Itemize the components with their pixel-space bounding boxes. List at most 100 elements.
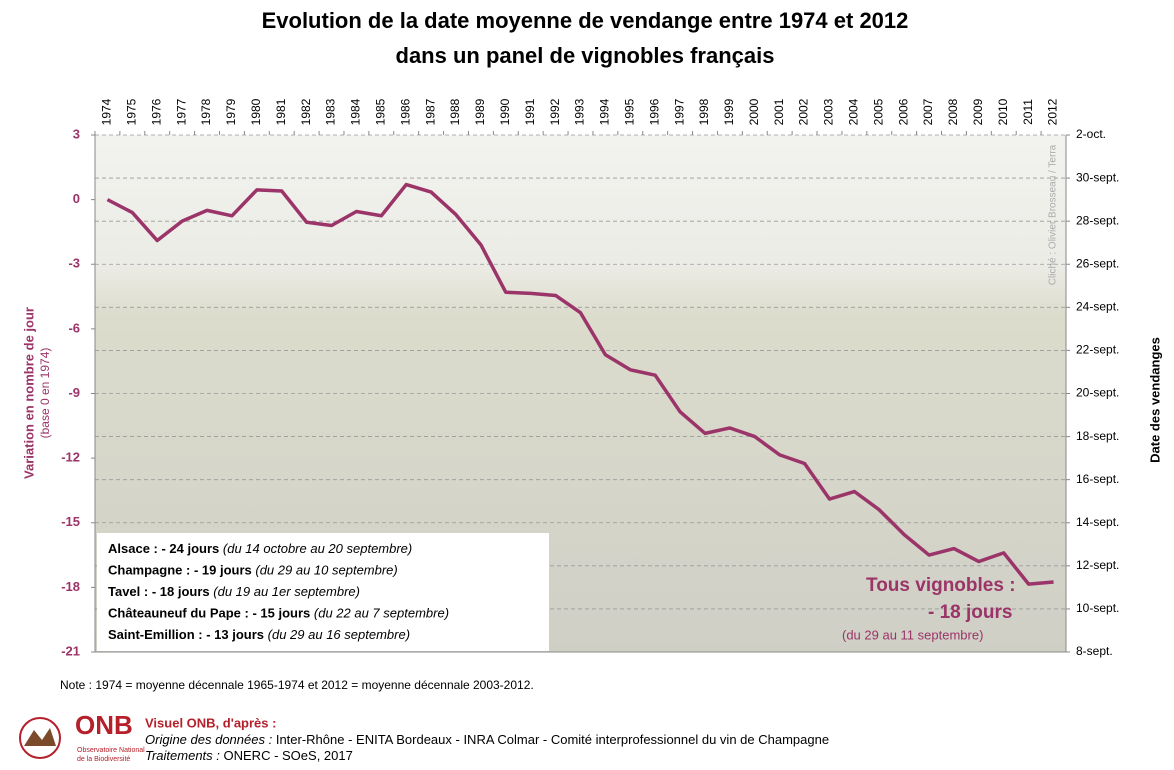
x-tick-label: 2006: [896, 98, 910, 125]
footer-treat: Traitements : ONERC - SOeS, 2017: [145, 748, 353, 763]
y2-tick-label: 10-sept.: [1076, 601, 1119, 615]
x-tick-label: 1990: [498, 98, 512, 125]
legend-detail: (du 29 au 16 septembre): [268, 627, 410, 642]
x-tick-label: 1999: [722, 98, 736, 125]
note: Note : 1974 = moyenne décennale 1965-197…: [60, 678, 534, 692]
y2-tick-label: 20-sept.: [1076, 386, 1119, 400]
x-tick-label: 2004: [847, 98, 861, 125]
y2-tick-label: 8-sept.: [1076, 644, 1113, 658]
x-tick-label: 1983: [324, 98, 338, 125]
x-tick-label: 1981: [274, 98, 288, 125]
chart-title: Evolution de la date moyenne de vendange…: [262, 8, 909, 33]
x-tick-label: 1986: [398, 98, 412, 125]
logo: [19, 717, 61, 759]
y-tick-label: 0: [73, 191, 80, 206]
y-tick-label: -12: [61, 450, 80, 465]
y2-tick-label: 18-sept.: [1076, 429, 1119, 443]
x-tick-label: 1995: [622, 98, 636, 125]
x-tick-label: 2001: [772, 98, 786, 125]
x-tick-label: 1974: [100, 98, 114, 125]
x-tick-label: 2008: [946, 98, 960, 125]
x-tick-label: 2000: [747, 98, 761, 125]
y2-tick-label: 2-oct.: [1076, 127, 1106, 141]
x-tick-label: 1975: [125, 98, 139, 125]
annotation: (du 29 au 11 septembre): [842, 627, 983, 642]
x-tick-label: 2009: [971, 98, 985, 125]
x-tick-label: 1977: [174, 98, 188, 125]
y-axis-label: Variation en nombre de jour: [21, 307, 36, 479]
legend-bold: Champagne : - 19 jours: [108, 563, 252, 578]
y-tick-label: -21: [61, 643, 80, 658]
legend-detail: (du 14 octobre au 20 septembre): [223, 541, 412, 556]
legend-bold: Saint-Emillion : - 13 jours: [108, 627, 264, 642]
x-tick-label: 1987: [423, 98, 437, 125]
photo-credit: Cliché : Olivier Brosseau / Terra: [1048, 144, 1059, 285]
x-tick-label: 2007: [921, 98, 935, 125]
footer-label: Origine des données :: [145, 732, 273, 747]
y2-tick-label: 28-sept.: [1076, 213, 1119, 227]
x-tick-label: 1996: [647, 98, 661, 125]
legend-entry: Alsace : - 24 jours (du 14 octobre au 20…: [108, 541, 412, 556]
y-tick-label: -9: [68, 385, 80, 400]
x-tick-label: 1976: [149, 98, 163, 125]
y-tick-label: -15: [61, 514, 80, 529]
x-tick-label: 1984: [349, 98, 363, 125]
x-tick-label: 1982: [299, 98, 313, 125]
x-tick-label: 1993: [573, 98, 587, 125]
footer-text: ONERC - SOeS, 2017: [224, 748, 353, 763]
x-tick-label: 2005: [871, 98, 885, 125]
x-tick-label: 1985: [373, 98, 387, 125]
logo-icon: [24, 728, 56, 746]
footer-origin: Origine des données : Inter-Rhône - ENIT…: [145, 732, 829, 747]
x-tick-label: 2011: [1021, 99, 1035, 125]
x-tick-label: 1980: [249, 98, 263, 125]
x-tick-label: 2010: [996, 98, 1010, 125]
legend-entry: Champagne : - 19 jours (du 29 au 10 sept…: [108, 563, 398, 578]
x-tick-label: 1991: [523, 98, 537, 125]
legend-bold: Alsace : - 24 jours: [108, 541, 219, 556]
x-tick-label: 2012: [1046, 98, 1060, 125]
annotation: - 18 jours: [928, 602, 1012, 623]
y2-tick-label: 24-sept.: [1076, 300, 1119, 314]
y2-tick-label: 16-sept.: [1076, 472, 1119, 486]
legend-box: [97, 533, 549, 651]
legend-detail: (du 19 au 1er septembre): [213, 584, 360, 599]
legend-detail: (du 22 au 7 septembre): [314, 606, 449, 621]
footer-text: Inter-Rhône - ENITA Bordeaux - INRA Colm…: [276, 732, 829, 747]
logo-subtext: de la Biodiversité: [77, 756, 130, 763]
legend-bold: Châteauneuf du Pape : - 15 jours: [108, 606, 310, 621]
y-tick-label: -3: [68, 256, 80, 271]
legend-bold: Tavel : - 18 jours: [108, 584, 210, 599]
y-axis-label: (base 0 en 1974): [38, 348, 52, 439]
x-tick-label: 1994: [598, 98, 612, 125]
y2-tick-label: 12-sept.: [1076, 558, 1119, 572]
legend-entry: Saint-Emillion : - 13 jours (du 29 au 16…: [108, 627, 410, 642]
y2-tick-label: 26-sept.: [1076, 256, 1119, 270]
logo-subtext: Observatoire National: [77, 747, 145, 754]
x-tick-label: 1992: [548, 98, 562, 125]
legend-entry: Tavel : - 18 jours (du 19 au 1er septemb…: [108, 584, 360, 599]
y-tick-label: 3: [73, 126, 80, 141]
x-tick-label: 1979: [224, 98, 238, 125]
logo-text: ONB: [75, 710, 133, 740]
x-tick-label: 1988: [448, 98, 462, 125]
x-tick-label: 2002: [797, 98, 811, 125]
footer-heading: Visuel ONB, d'après :: [145, 715, 276, 730]
legend-detail: (du 29 au 10 septembre): [255, 563, 397, 578]
legend-entry: Châteauneuf du Pape : - 15 jours (du 22 …: [108, 606, 449, 621]
y2-tick-label: 30-sept.: [1076, 170, 1119, 184]
chart-title: dans un panel de vignobles français: [396, 43, 775, 68]
x-tick-label: 1997: [672, 98, 686, 125]
logo-ring: [19, 717, 61, 759]
footer-label: Traitements :: [145, 748, 220, 763]
x-tick-label: 1989: [473, 98, 487, 125]
y2-axis-label: Date des vendanges: [1147, 337, 1162, 463]
x-tick-label: 1978: [199, 98, 213, 125]
annotation: Tous vignobles :: [866, 575, 1016, 596]
y2-tick-label: 22-sept.: [1076, 343, 1119, 357]
y-tick-label: -6: [68, 320, 80, 335]
y-tick-label: -18: [61, 579, 80, 594]
y2-tick-label: 14-sept.: [1076, 515, 1119, 529]
x-tick-label: 2003: [822, 98, 836, 125]
